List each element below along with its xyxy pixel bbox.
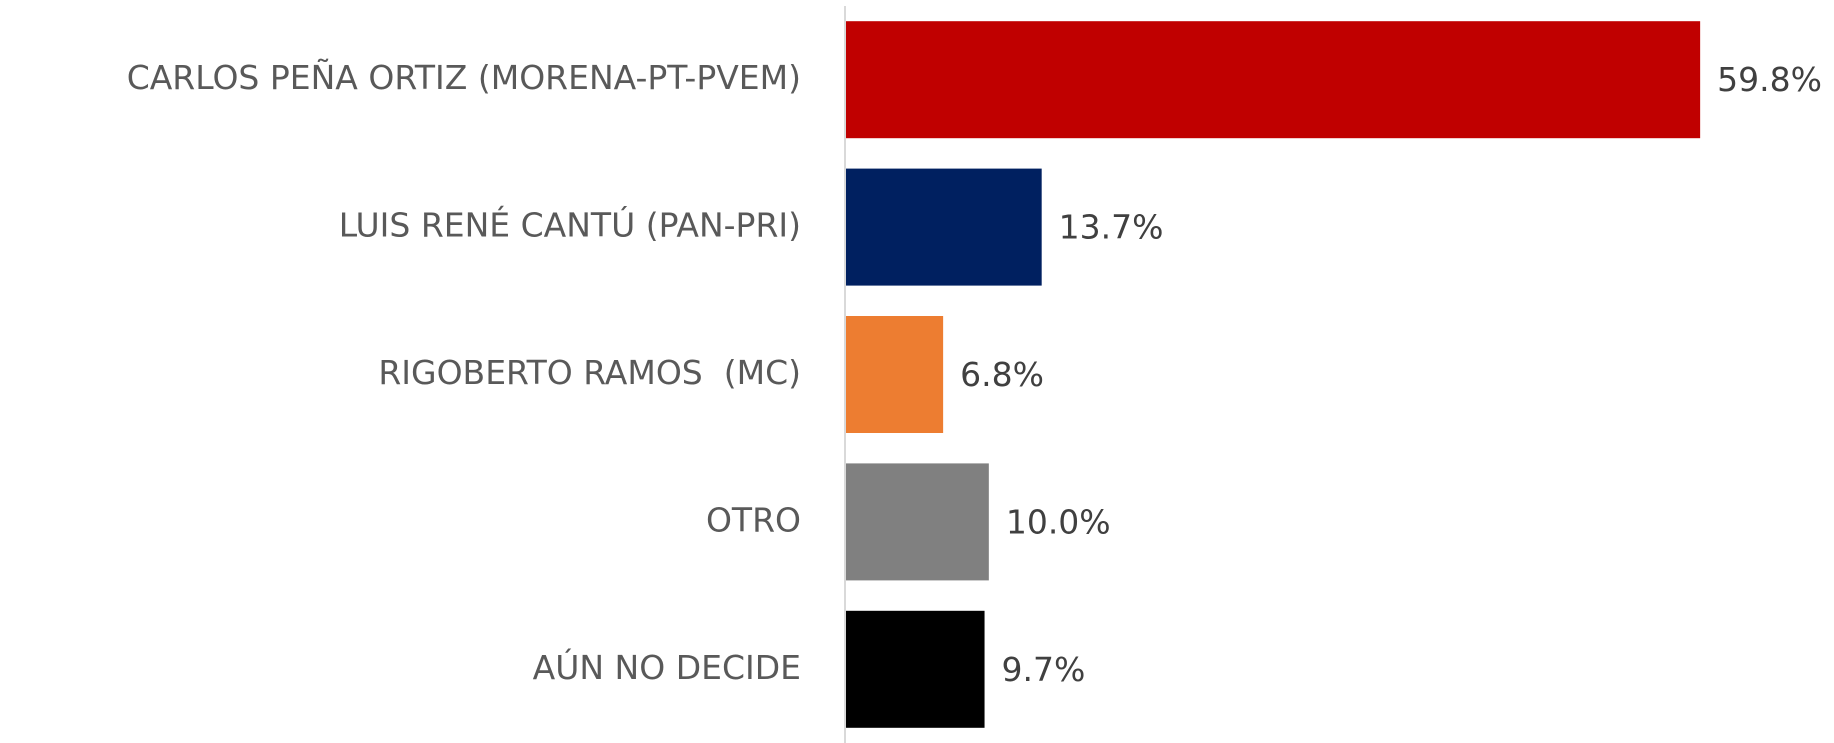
bar: [846, 168, 1042, 286]
value-label: 9.7%: [1002, 650, 1086, 689]
bar: [846, 316, 944, 433]
category-label: CARLOS PEÑA ORTIZ (MORENA-PT-PVEM): [127, 58, 801, 97]
category-label: OTRO: [706, 500, 801, 539]
category-label: LUIS RENÉ CANTÚ (PAN-PRI): [339, 205, 801, 245]
value-label: 13.7%: [1059, 208, 1164, 247]
value-label: 59.8%: [1717, 60, 1822, 99]
value-label: 10.0%: [1006, 502, 1111, 541]
category-label: RIGOBERTO RAMOS (MC): [378, 353, 801, 392]
value-label: 6.8%: [960, 355, 1044, 394]
bar: [846, 610, 985, 728]
bar: [846, 21, 1701, 139]
category-label: AÚN NO DECIDE: [533, 647, 801, 687]
bar: [846, 463, 989, 581]
